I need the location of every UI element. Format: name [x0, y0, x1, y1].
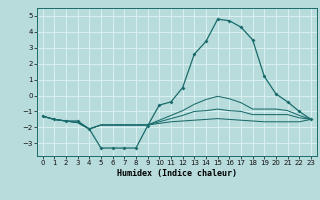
X-axis label: Humidex (Indice chaleur): Humidex (Indice chaleur) [117, 169, 237, 178]
